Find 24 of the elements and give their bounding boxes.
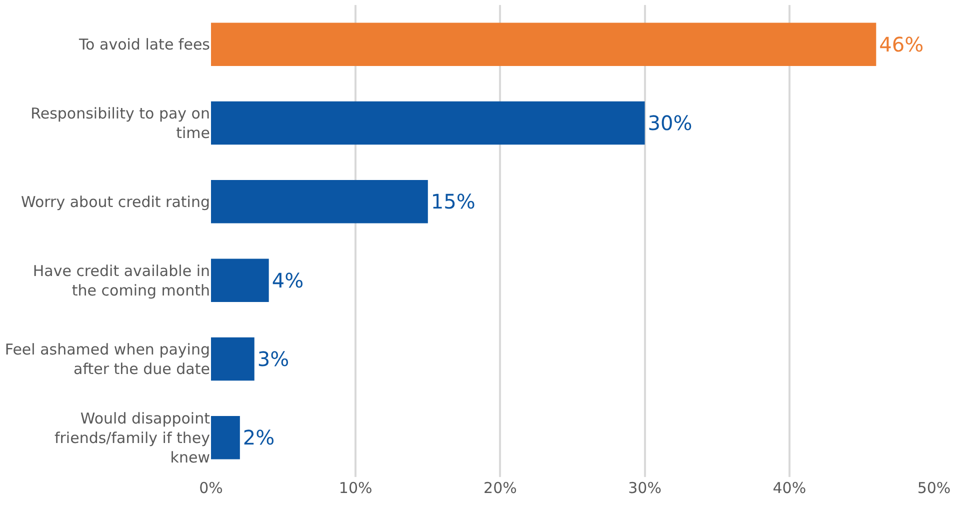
bar bbox=[211, 101, 645, 145]
x-tick-label: 50% bbox=[917, 479, 951, 497]
y-tick-label: To avoid late fees bbox=[78, 36, 210, 54]
y-tick-label: Worry about credit rating bbox=[21, 192, 210, 211]
x-tick-label: 0% bbox=[199, 479, 223, 497]
x-tick-label: 10% bbox=[338, 479, 372, 497]
x-tick-label: 30% bbox=[628, 479, 662, 497]
y-tick-label: Would disappoint friends/family if they knew bbox=[54, 409, 210, 466]
bar bbox=[211, 337, 254, 381]
bar bbox=[211, 180, 428, 224]
y-tick-label: Responsibility to pay on time bbox=[30, 104, 210, 142]
data-label: 15% bbox=[430, 190, 476, 214]
data-label: 2% bbox=[242, 426, 275, 450]
x-tick-label: 20% bbox=[484, 479, 517, 497]
data-label: 3% bbox=[257, 347, 290, 371]
y-tick-label: Feel ashamed when paying after the due date bbox=[4, 340, 210, 378]
bar bbox=[211, 258, 269, 302]
bar bbox=[211, 416, 240, 460]
y-tick-label: Have credit available in the coming month bbox=[32, 262, 210, 300]
bar bbox=[211, 22, 876, 66]
data-label: 46% bbox=[879, 32, 924, 56]
x-tick-label: 40% bbox=[772, 479, 806, 497]
data-label: 30% bbox=[648, 111, 692, 135]
data-label: 4% bbox=[272, 268, 304, 292]
